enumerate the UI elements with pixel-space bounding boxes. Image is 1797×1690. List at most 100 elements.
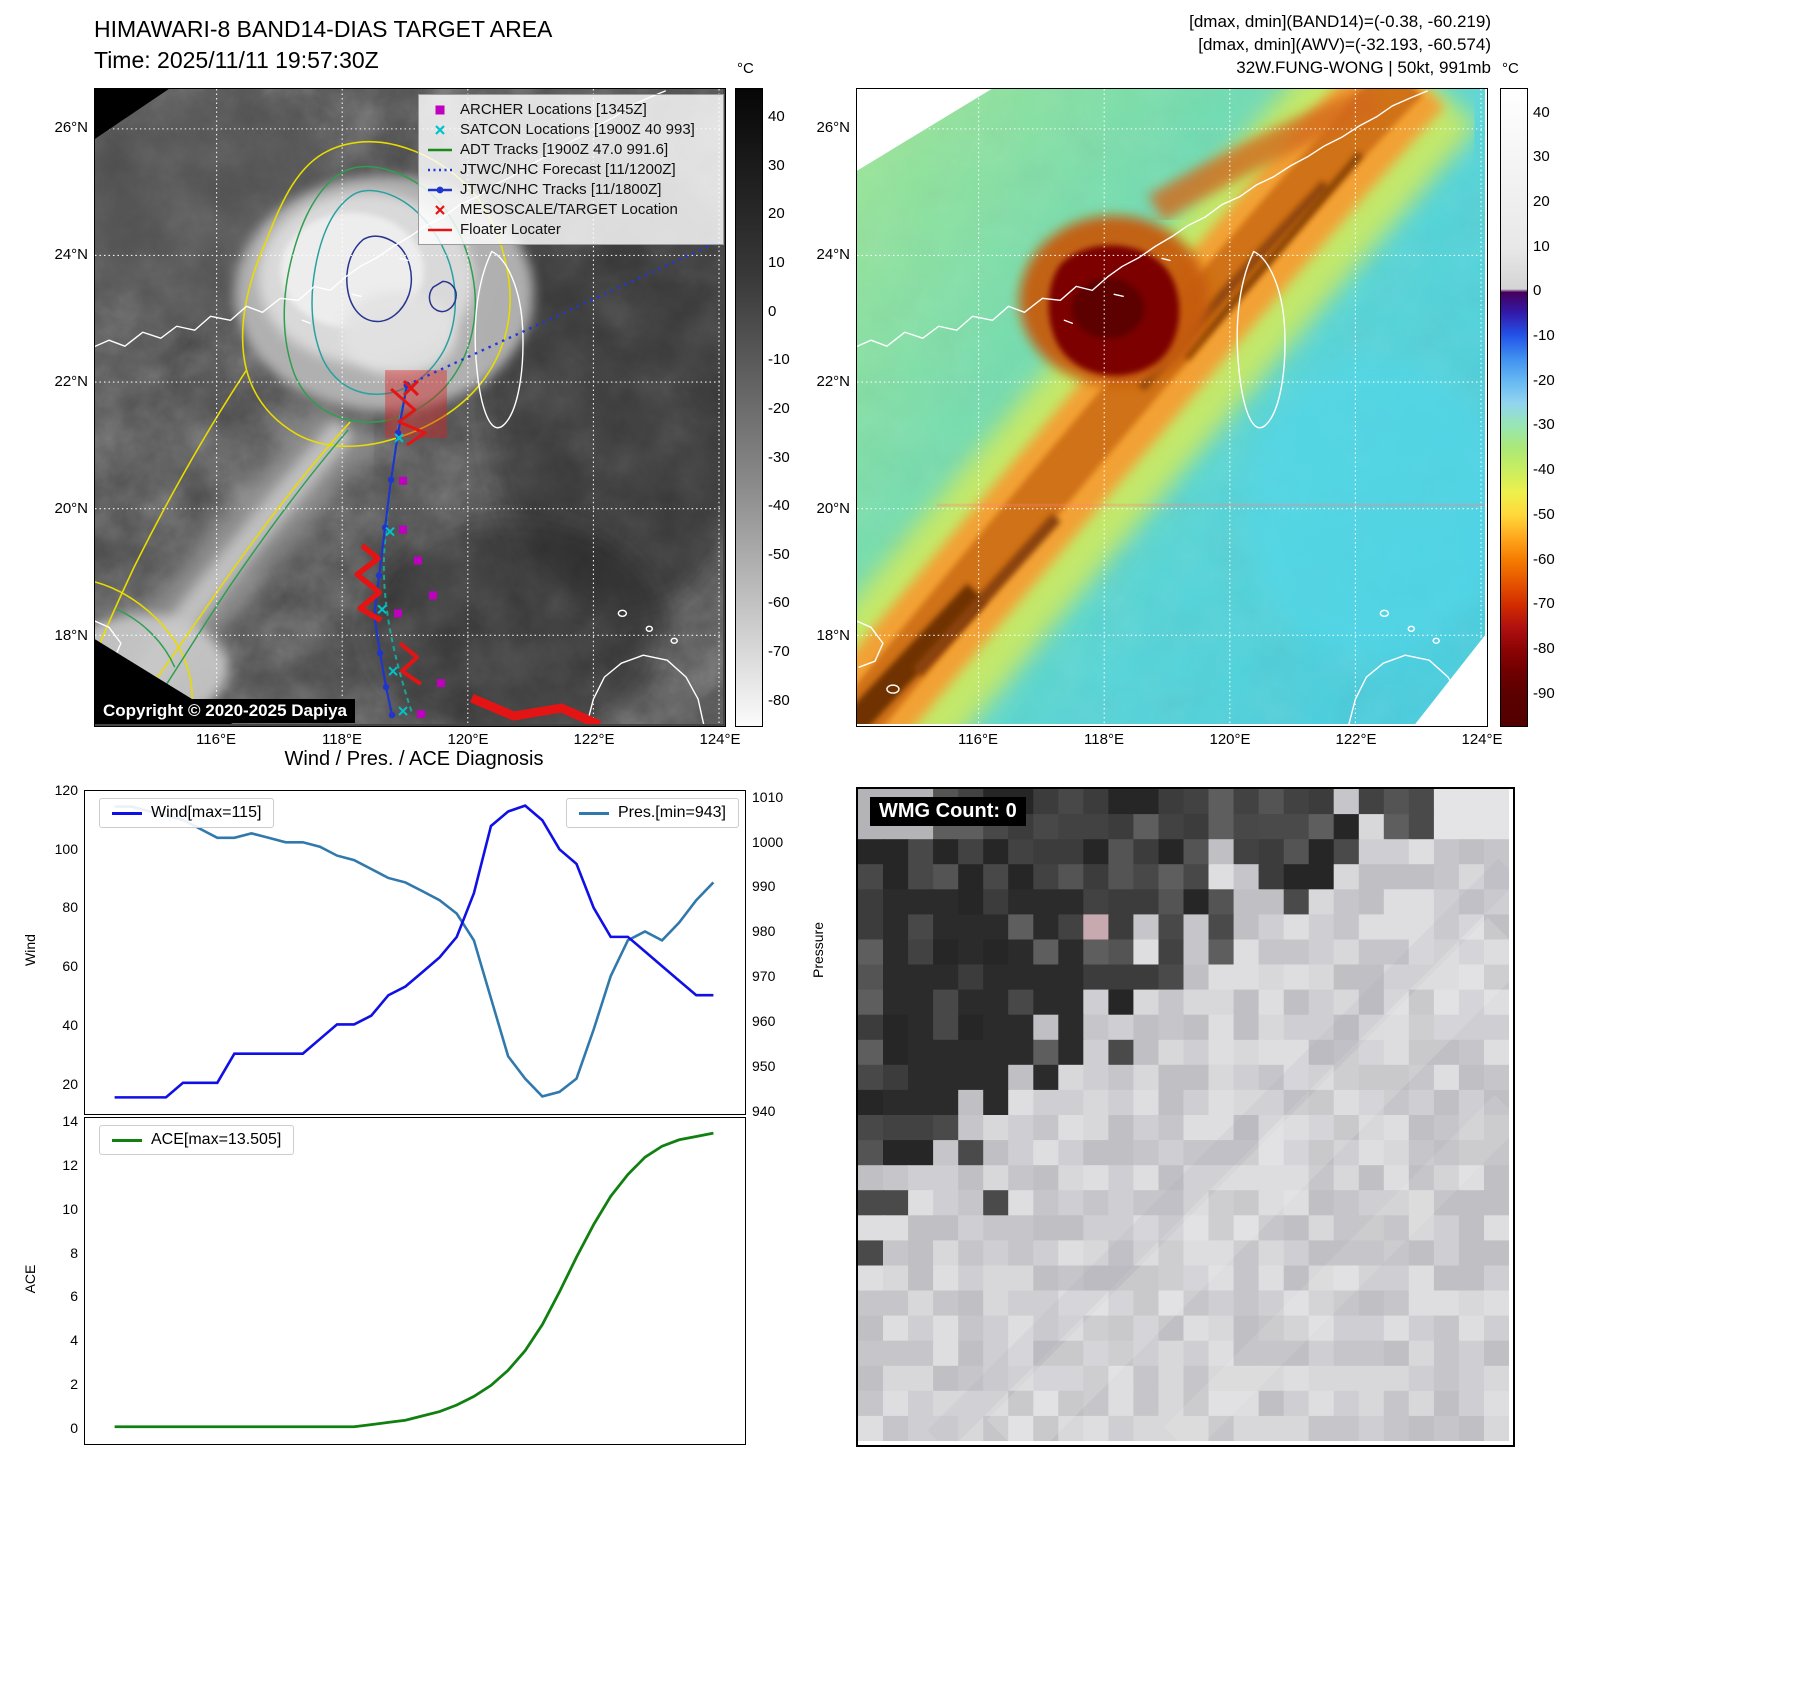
ace-legend-label: ACE[max=13.505] bbox=[151, 1131, 282, 1148]
satcon-location-markers bbox=[377, 433, 408, 716]
legend-item: ARCHER Locations [1345Z] bbox=[425, 100, 717, 119]
wind-legend-line bbox=[112, 811, 142, 815]
awv-colorbar-tick: -30 bbox=[1533, 416, 1555, 434]
ace-plot bbox=[114, 1131, 714, 1429]
legend-marker-x-icon bbox=[435, 204, 445, 215]
awv-satellite-image bbox=[857, 89, 1487, 726]
ace-ytick: 14 bbox=[62, 1113, 78, 1130]
band14-colorbar-tick: 40 bbox=[768, 108, 785, 126]
wind-pressure-chart: Wind[max=115] Pres.[min=943] bbox=[84, 790, 746, 1115]
legend-marker-line-icon bbox=[428, 228, 452, 231]
legend-marker-line-icon bbox=[428, 148, 452, 151]
wind-ytick: 80 bbox=[62, 899, 78, 916]
legend-item: SATCON Locations [1900Z 40 993] bbox=[425, 120, 717, 139]
band14-lon-tick: 118°E bbox=[322, 731, 362, 748]
awv-colorbar-tick: 20 bbox=[1533, 192, 1550, 210]
band14-colorbar-tick: -30 bbox=[768, 448, 790, 466]
pressure-legend-label: Pres.[min=943] bbox=[617, 804, 726, 821]
pressure-ytick: 940 bbox=[752, 1102, 776, 1119]
wind-ytick: 120 bbox=[54, 782, 78, 798]
swath-edge bbox=[95, 89, 169, 139]
band14-colorbar-tick: -10 bbox=[768, 351, 790, 369]
legend-item: ADT Tracks [1900Z 47.0 991.6] bbox=[425, 140, 717, 159]
pressure-ytick: 960 bbox=[752, 1013, 776, 1030]
awv-header-block: [dmax, dmin](BAND14)=(-0.38, -60.219) [d… bbox=[1189, 10, 1491, 79]
band14-map-legend: ARCHER Locations [1345Z] SATCON Locations… bbox=[418, 94, 724, 245]
band14-colorbar-tick: 20 bbox=[768, 205, 785, 223]
pressure-ytick: 980 bbox=[752, 923, 776, 940]
band14-lat-tick: 24°N bbox=[54, 246, 88, 263]
awv-lon-tick: 118°E bbox=[1084, 731, 1124, 748]
band14-colorbar-tick: -60 bbox=[768, 594, 790, 612]
legend-marker-dotted-icon bbox=[428, 168, 452, 171]
band14-colorbar-tick: 30 bbox=[768, 156, 785, 174]
storm-id-line: 32W.FUNG-WONG | 50kt, 991mb bbox=[1236, 58, 1491, 77]
band14-lon-tick: 122°E bbox=[573, 731, 615, 748]
ace-chart: ACE[max=13.505] bbox=[84, 1117, 746, 1445]
band14-lon-tick: 124°E bbox=[699, 731, 741, 748]
ace-ytick: 2 bbox=[70, 1375, 78, 1392]
awv-colorbar-tick: -70 bbox=[1533, 595, 1555, 613]
wind-ytick: 40 bbox=[62, 1016, 78, 1033]
awv-lon-tick: 124°E bbox=[1461, 731, 1503, 748]
wind-legend: Wind[max=115] bbox=[99, 798, 275, 828]
legend-item-label: JTWC/NHC Forecast [11/1200Z] bbox=[460, 161, 676, 178]
band14-satellite-map: ARCHER Locations [1345Z] SATCON Locations… bbox=[94, 88, 726, 727]
legend-item-label: ADT Tracks [1900Z 47.0 991.6] bbox=[460, 141, 669, 158]
pressure-ytick: 1010 bbox=[752, 788, 784, 805]
awv-lat-tick: 26°N bbox=[816, 119, 850, 136]
band14-lat-tick: 18°N bbox=[54, 627, 88, 644]
mesoscale-target-x-marker bbox=[402, 380, 420, 397]
awv-lat-tick: 20°N bbox=[816, 500, 850, 517]
legend-item-label: ARCHER Locations [1345Z] bbox=[460, 101, 647, 118]
band14-lat-tick: 20°N bbox=[54, 500, 88, 517]
awv-colorbar-tick: -90 bbox=[1533, 684, 1555, 702]
ace-ytick: 0 bbox=[70, 1419, 78, 1436]
awv-satellite-map bbox=[856, 88, 1488, 727]
pressure-ytick: 1000 bbox=[752, 833, 784, 850]
ace-legend: ACE[max=13.505] bbox=[99, 1125, 295, 1155]
wind-ytick: 20 bbox=[62, 1075, 78, 1092]
band14-title-block: HIMAWARI-8 BAND14-DIAS TARGET AREA Time:… bbox=[94, 14, 552, 76]
legend-item: JTWC/NHC Forecast [11/1200Z] bbox=[425, 160, 717, 179]
copyright-banner: Copyright © 2020-2025 Dapiya bbox=[95, 699, 356, 723]
awv-colorbar-tick: -50 bbox=[1533, 505, 1555, 523]
wmg-panel: WMG Count: 0 bbox=[856, 787, 1515, 1447]
wind-pressure-plot bbox=[114, 804, 715, 1099]
wmg-pixel-image bbox=[858, 789, 1513, 1445]
legend-item: MESOSCALE/TARGET Location bbox=[425, 200, 717, 219]
band14-title: HIMAWARI-8 BAND14-DIAS TARGET AREA bbox=[94, 16, 553, 42]
band14-colorbar-tick: -40 bbox=[768, 497, 790, 515]
wmg-count-label: WMG Count: 0 bbox=[870, 797, 1026, 826]
legend-item-label: JTWC/NHC Tracks [11/1800Z] bbox=[460, 181, 662, 198]
ace-series-line bbox=[114, 1131, 714, 1429]
awv-colorbar-tick: -60 bbox=[1533, 550, 1555, 568]
legend-marker-x-icon bbox=[435, 124, 445, 135]
awv-colorbar-unit: °C bbox=[1502, 60, 1519, 77]
archer-location-markers bbox=[394, 476, 445, 719]
pressure-ytick: 990 bbox=[752, 878, 776, 895]
pressure-series-line bbox=[114, 805, 715, 1098]
ace-ytick: 12 bbox=[62, 1157, 78, 1174]
jtwc-forecast-line bbox=[406, 237, 725, 387]
legend-marker-line-dot-icon bbox=[428, 186, 452, 193]
ace-legend-line bbox=[112, 1138, 142, 1142]
awv-lat-tick: 24°N bbox=[816, 246, 850, 263]
ace-axis-label: ACE bbox=[22, 1264, 38, 1294]
awv-colorbar-tick: -40 bbox=[1533, 461, 1555, 479]
band14-colorbar bbox=[735, 88, 763, 727]
awv-lon-tick: 120°E bbox=[1209, 731, 1251, 748]
ace-ytick: 6 bbox=[70, 1288, 78, 1305]
ace-ytick: 4 bbox=[70, 1332, 78, 1349]
band14-colorbar-tick: -20 bbox=[768, 399, 790, 417]
band14-colorbar-tick: -80 bbox=[768, 691, 790, 709]
band14-colorbar-tick: -50 bbox=[768, 545, 790, 563]
band14-colorbar-tick: 0 bbox=[768, 302, 777, 320]
legend-item-label: Floater Locater bbox=[460, 221, 561, 238]
wind-series-line bbox=[114, 804, 714, 1099]
legend-item-label: SATCON Locations [1900Z 40 993] bbox=[460, 121, 695, 138]
awv-colorbar-tick: 0 bbox=[1533, 282, 1542, 300]
ace-ytick: 10 bbox=[62, 1200, 78, 1217]
legend-item: Floater Locater bbox=[425, 220, 717, 239]
wind-legend-label: Wind[max=115] bbox=[151, 804, 262, 821]
